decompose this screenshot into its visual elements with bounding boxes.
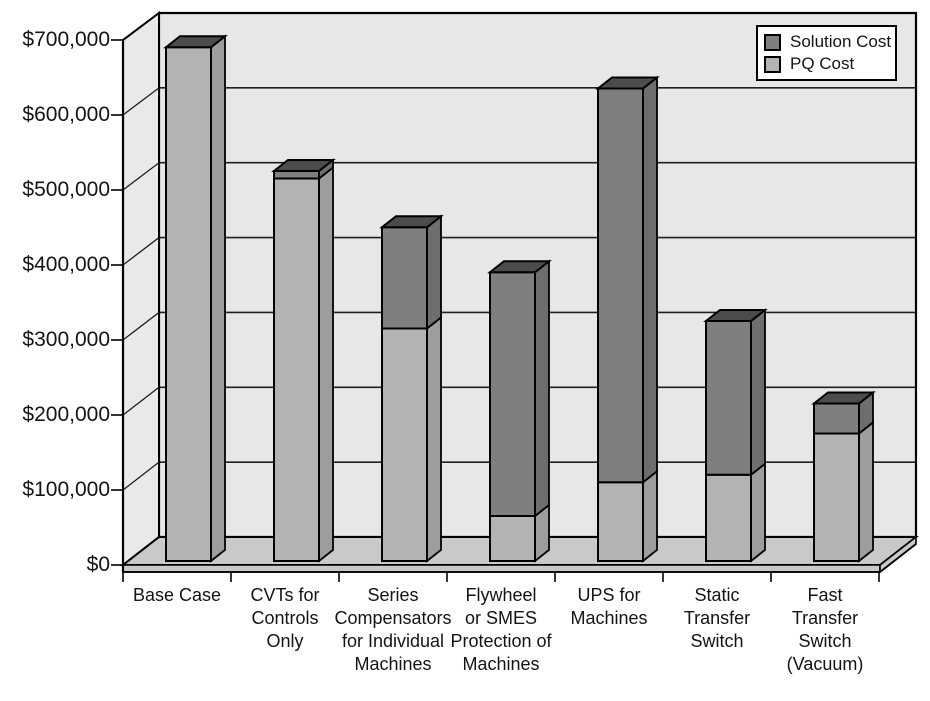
pq-cost-front-face xyxy=(489,515,536,562)
legend-label: PQ Cost xyxy=(790,54,855,73)
category-label: Flywheel or SMES Protection of Machines xyxy=(450,585,552,674)
left-wall xyxy=(122,11,160,568)
bar-flywheel xyxy=(487,259,552,563)
solution-cost-front-face xyxy=(489,271,536,517)
category-label: Series Compensators for Individual Machi… xyxy=(334,585,452,674)
solution-cost-side-face xyxy=(642,75,658,485)
pq-cost-front-face xyxy=(273,177,320,562)
solution-cost-side-face xyxy=(750,308,766,477)
y-axis-tick-label: $300,000 xyxy=(22,328,110,351)
left-wall-gridline xyxy=(122,237,160,266)
x-axis-depth-line xyxy=(879,543,917,573)
legend: Solution Cost PQ Cost xyxy=(756,25,897,81)
category-label: CVTs for Controls Only xyxy=(250,585,320,651)
solution-cost-front-face xyxy=(705,320,752,476)
pq-cost-swatch-icon xyxy=(764,55,781,73)
pq-cost-side-face xyxy=(210,34,226,563)
pq-cost-side-face xyxy=(642,469,658,563)
y-axis-tick-label: $100,000 xyxy=(22,478,110,501)
category-label: Static Transfer Switch xyxy=(683,585,751,651)
pq-cost-front-face xyxy=(705,473,752,562)
bar-top-face xyxy=(703,309,768,322)
solution-cost-front-face xyxy=(813,402,860,435)
left-wall-gridline xyxy=(122,386,160,416)
category-label: Fast Transfer Switch (Vacuum) xyxy=(786,585,864,674)
bar-series xyxy=(379,214,444,563)
bar-base-case xyxy=(163,34,228,563)
y-axis-tick-label: $700,000 xyxy=(22,28,110,51)
solution-cost-front-face xyxy=(273,170,320,180)
bar-top-face xyxy=(379,215,444,229)
bar-fast xyxy=(811,390,876,563)
category-label: UPS for Machines xyxy=(570,585,648,628)
solution-cost-front-face xyxy=(381,226,428,330)
pq-cost-side-face xyxy=(750,461,766,563)
y-axis-tick-label: $500,000 xyxy=(22,178,110,201)
pq-cost-front-face xyxy=(813,432,860,562)
bar-top-face xyxy=(487,260,552,274)
y-axis-tick-label: $600,000 xyxy=(22,103,110,126)
solution-cost-front-face xyxy=(597,87,644,484)
left-wall-gridline xyxy=(122,311,160,341)
pq-cost-side-face xyxy=(426,315,442,563)
legend-item-pq-cost: PQ Cost xyxy=(764,55,889,73)
legend-item-solution-cost: Solution Cost xyxy=(764,32,892,51)
solution-cost-side-face xyxy=(426,214,442,331)
pq-cost-front-face xyxy=(597,481,644,562)
left-wall-gridline xyxy=(122,162,160,191)
bar-top-face xyxy=(595,76,660,90)
pq-cost-side-face xyxy=(858,420,874,563)
legend-label: Solution Cost xyxy=(790,32,892,51)
solution-cost-side-face xyxy=(534,259,550,518)
category-label: Base Case xyxy=(132,585,222,605)
bar-cvts-for xyxy=(271,158,336,563)
bar-ups-for xyxy=(595,75,660,563)
bar-top-face xyxy=(163,35,228,49)
floor-front-edge xyxy=(122,564,881,573)
left-wall-gridline xyxy=(122,87,160,116)
pq-cost-side-face xyxy=(318,165,334,563)
left-wall-gridline xyxy=(122,461,160,491)
y-axis-tick-label: $0 xyxy=(86,553,110,576)
bar-top-face xyxy=(271,159,336,172)
solution-cost-swatch-icon xyxy=(764,33,781,51)
y-axis-tick-label: $400,000 xyxy=(22,253,110,276)
bar-top-face xyxy=(811,391,876,405)
bar-static xyxy=(703,308,768,563)
y-axis-tick-label: $200,000 xyxy=(22,403,110,426)
pq-cost-front-face xyxy=(381,327,428,562)
pq-cost-front-face xyxy=(165,46,212,562)
